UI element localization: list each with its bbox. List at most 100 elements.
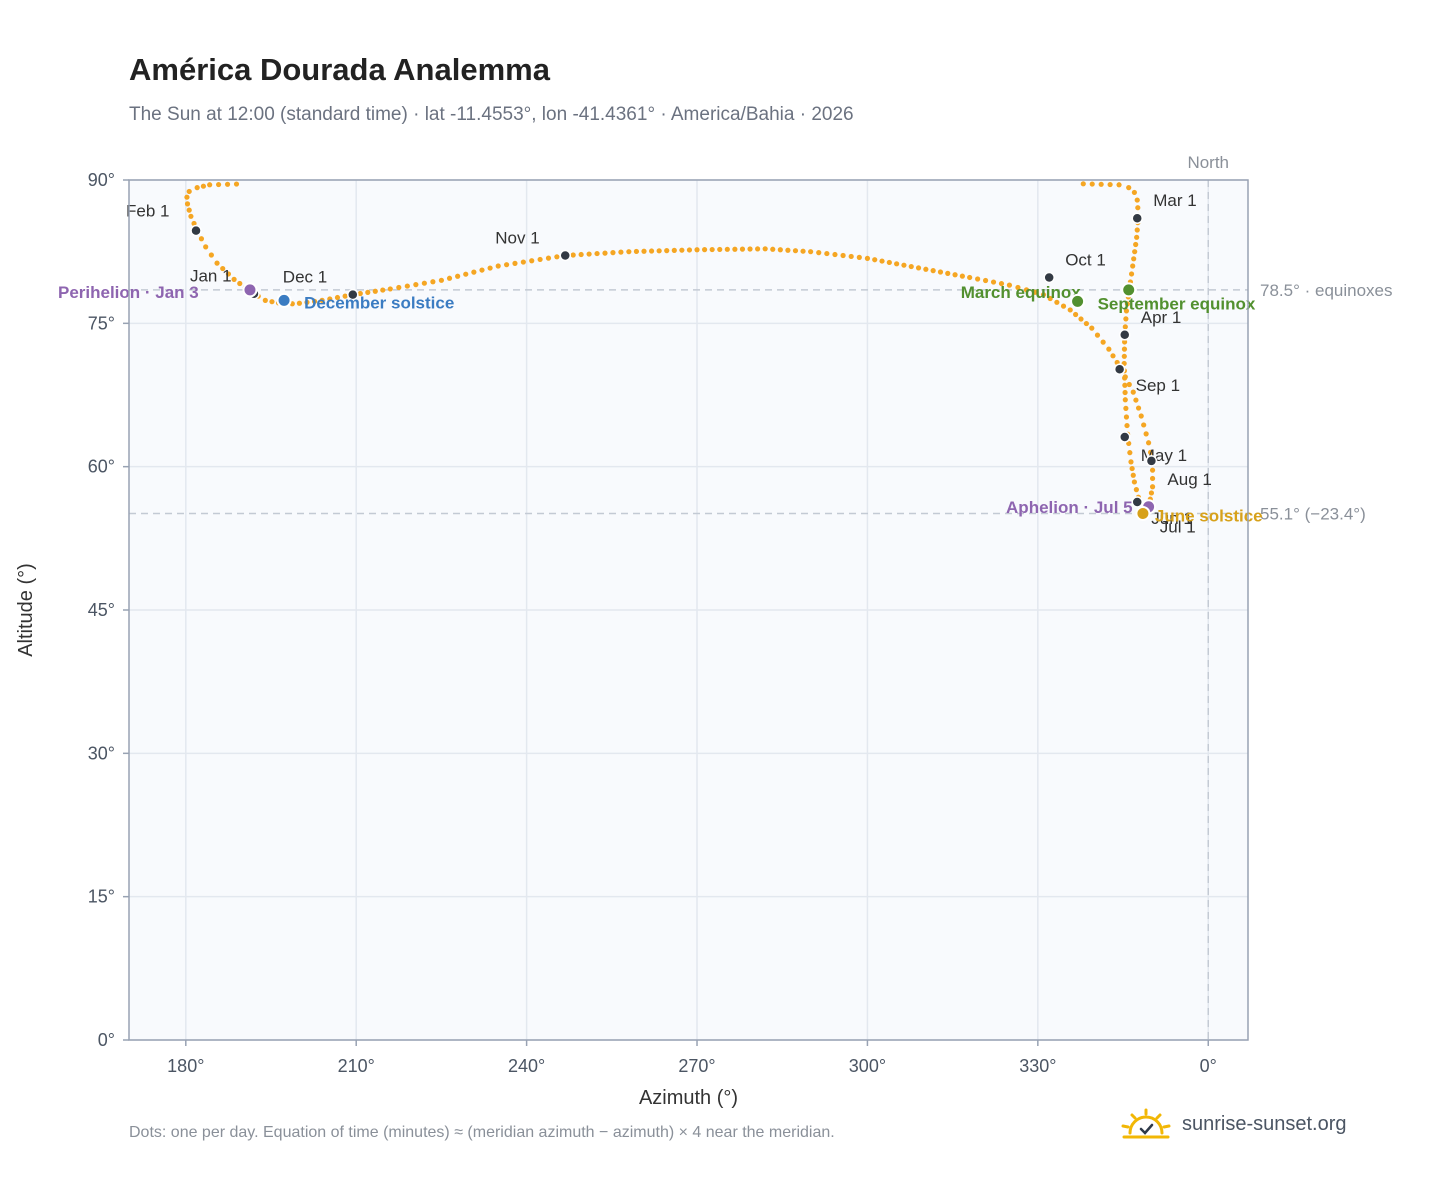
- x-tick-label: 300°: [849, 1056, 886, 1076]
- day-dot: [792, 248, 799, 254]
- day-dot: [602, 250, 608, 256]
- day-dot: [1129, 465, 1135, 472]
- day-dot: [220, 265, 226, 272]
- day-dot: [1133, 397, 1139, 403]
- day-dot: [1126, 381, 1132, 388]
- day-dot: [334, 294, 341, 301]
- x-tick-label: 240°: [508, 1056, 545, 1076]
- day-dot: [479, 267, 485, 273]
- day-dot: [529, 258, 535, 264]
- day-dot: [1131, 256, 1137, 262]
- day-dot: [216, 181, 222, 188]
- day-dot: [626, 249, 632, 255]
- day-dot: [1123, 405, 1129, 411]
- altitude-reference-label: 78.5° · equinoxes: [1260, 281, 1393, 300]
- day-dot: [438, 277, 445, 283]
- brand-logo[interactable]: sunrise-sunset.org: [1120, 1104, 1347, 1144]
- month-marker-label: Jun 1: [1151, 509, 1193, 528]
- day-dot: [1094, 332, 1101, 338]
- day-dot: [578, 251, 584, 258]
- day-dot: [777, 247, 783, 253]
- x-tick-label: 270°: [678, 1056, 715, 1076]
- day-dot: [1080, 181, 1086, 187]
- x-tick-label: 210°: [338, 1056, 375, 1076]
- x-tick-label: 0°: [1200, 1056, 1217, 1076]
- day-dot: [1128, 271, 1135, 277]
- day-dot: [1083, 320, 1089, 327]
- event-label: June solstice: [1155, 506, 1263, 525]
- day-dot: [430, 279, 436, 285]
- day-dot: [512, 260, 518, 266]
- day-dot: [200, 183, 207, 189]
- day-dot: [1128, 459, 1134, 465]
- month-marker: [559, 249, 571, 262]
- day-dot: [404, 283, 410, 289]
- y-tick-label: 15°: [88, 887, 115, 907]
- event-marker: [1121, 282, 1137, 298]
- day-dot: [1124, 422, 1130, 429]
- day-dot: [816, 250, 822, 256]
- day-dot: [1032, 289, 1038, 295]
- month-marker: [1113, 363, 1126, 375]
- day-dot: [304, 299, 310, 305]
- day-dot: [1110, 353, 1116, 359]
- day-dot: [1124, 301, 1130, 307]
- day-dot: [1133, 241, 1139, 248]
- day-dot: [520, 259, 526, 265]
- meridian-label: North: [1187, 153, 1229, 172]
- brand-name: sunrise-sunset.org: [1182, 1112, 1347, 1135]
- day-dot: [554, 254, 560, 260]
- day-dot: [503, 262, 510, 268]
- day-dot: [191, 220, 197, 227]
- day-dot: [357, 290, 363, 297]
- day-dot: [188, 213, 194, 219]
- month-marker-label: Sep 1: [1136, 376, 1180, 395]
- event-label: September equinox: [1098, 294, 1256, 313]
- day-dot: [380, 287, 386, 293]
- day-dot: [296, 300, 303, 306]
- day-dot: [1135, 205, 1141, 211]
- day-dot: [1116, 182, 1122, 188]
- day-dot: [1123, 414, 1130, 420]
- day-dot: [1040, 292, 1047, 298]
- day-dot: [694, 247, 700, 253]
- day-dot: [717, 246, 723, 253]
- day-dot: [1149, 467, 1156, 473]
- month-marker: [1131, 496, 1143, 508]
- day-dot: [1145, 440, 1152, 446]
- day-dot: [648, 248, 655, 254]
- day-dot: [1060, 303, 1067, 309]
- month-marker: [190, 224, 202, 237]
- month-marker-label: Dec 1: [283, 268, 327, 287]
- day-dot: [1132, 249, 1138, 255]
- month-marker: [1145, 455, 1158, 467]
- event-marker: [1070, 293, 1086, 309]
- day-dot: [1122, 374, 1128, 380]
- day-dot: [1147, 449, 1154, 455]
- day-dot: [937, 269, 944, 275]
- y-tick-label: 30°: [88, 743, 115, 763]
- month-marker-label: Jan 1: [190, 267, 232, 286]
- day-dot: [709, 246, 715, 253]
- day-dot: [671, 247, 677, 253]
- day-dot: [1131, 479, 1137, 485]
- day-dot: [225, 271, 232, 277]
- month-marker-label: Aug 1: [1167, 470, 1211, 489]
- day-dot: [586, 251, 592, 257]
- day-dot: [686, 247, 693, 253]
- event-marker: [242, 282, 258, 298]
- event-marker: [1135, 505, 1151, 521]
- day-dot: [1006, 282, 1013, 288]
- event-label: Aphelion · Jul 5: [1006, 498, 1133, 517]
- day-dot: [1107, 181, 1113, 188]
- event-marker: [276, 292, 292, 308]
- day-dot: [224, 181, 231, 187]
- day-dot: [901, 262, 907, 268]
- day-dot: [701, 247, 708, 253]
- day-dot: [610, 250, 616, 256]
- day-dot: [413, 282, 419, 288]
- day-dot: [194, 185, 200, 191]
- day-dot: [545, 255, 552, 261]
- day-dot: [463, 271, 469, 277]
